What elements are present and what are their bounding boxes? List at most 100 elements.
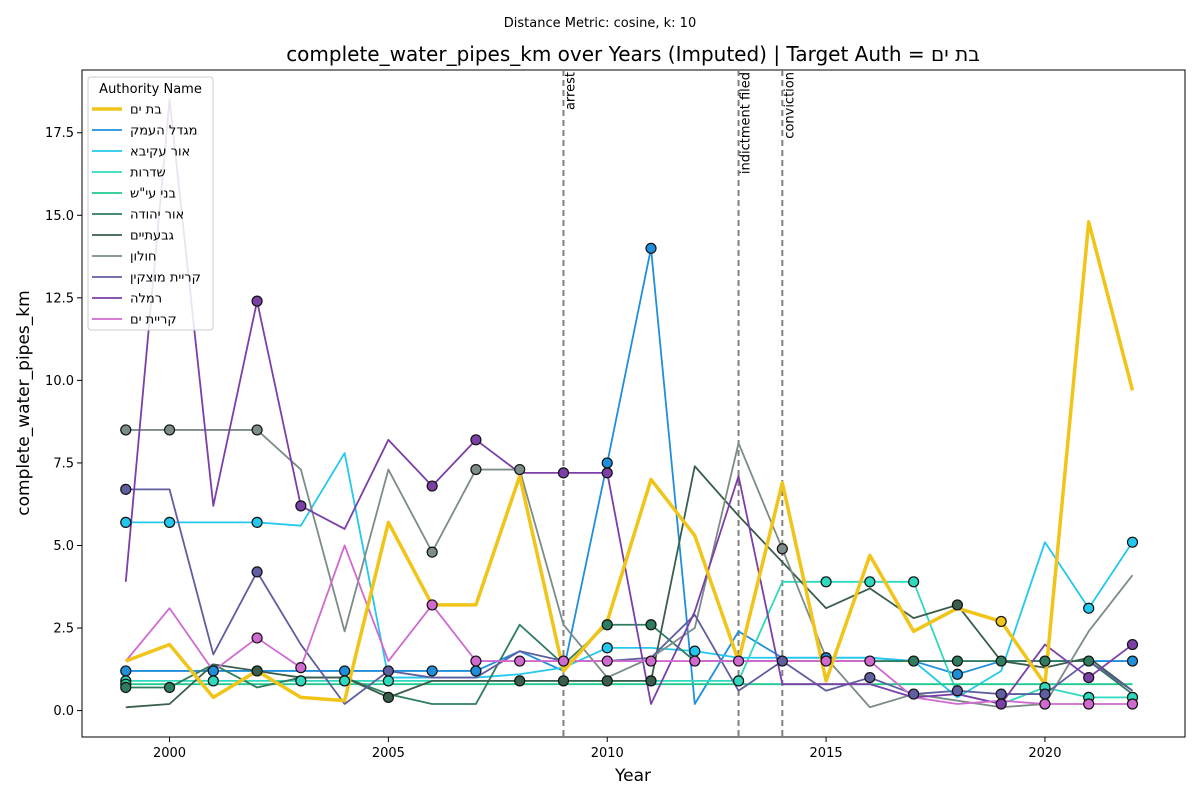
y-tick-label: 7.5	[53, 456, 74, 471]
data-point	[601, 619, 613, 631]
series-line	[125, 452, 1134, 699]
data-point	[557, 655, 570, 667]
y-axis-label: complete_water_pipes_km	[14, 290, 34, 515]
y-tick-label: 10.0	[45, 374, 74, 389]
legend: Authority Name בת ים מגדל העמק אור עקיבא שדר…	[87, 76, 214, 331]
data-point	[864, 671, 876, 684]
x-tick-label: 2015	[810, 746, 843, 761]
series-line	[124, 98, 1134, 705]
series-line	[125, 465, 1134, 709]
y-tick-label: 0.0	[53, 704, 74, 719]
data-point	[207, 675, 219, 687]
y-tick-label: 5.0	[53, 539, 74, 554]
data-point	[1039, 698, 1051, 710]
data-point	[732, 655, 745, 667]
data-point	[382, 675, 394, 687]
chart-title: complete_water_pipes_km over Years (Impu…	[286, 42, 980, 66]
data-point	[163, 516, 176, 528]
data-point	[645, 242, 657, 254]
data-point	[951, 599, 963, 611]
data-point	[820, 576, 832, 588]
data-point	[470, 463, 482, 476]
x-tick-label: 2005	[372, 746, 405, 761]
data-point	[382, 665, 394, 677]
data-point	[951, 655, 963, 667]
x-tick-label: 2000	[153, 746, 186, 761]
data-point	[1039, 688, 1051, 700]
data-point	[470, 434, 482, 446]
x-tick-label: 2020	[1028, 746, 1061, 761]
series-line	[125, 580, 1133, 705]
data-point	[251, 295, 263, 307]
data-point	[251, 516, 263, 528]
data-point	[995, 615, 1007, 628]
data-point	[339, 665, 351, 677]
data-point	[908, 688, 920, 700]
data-point	[601, 655, 613, 667]
data-point	[951, 668, 963, 680]
data-point	[645, 675, 657, 687]
data-point	[251, 632, 263, 644]
data-point	[163, 424, 176, 436]
data-point	[601, 457, 613, 469]
data-point	[1126, 698, 1139, 710]
data-point	[864, 576, 876, 588]
data-point	[1039, 655, 1051, 667]
data-point	[908, 576, 920, 588]
data-point	[120, 665, 132, 677]
legend-entry: חולון	[130, 250, 157, 265]
y-tick-label: 12.5	[45, 291, 74, 306]
legend-entry: קריית מוצקין	[130, 271, 201, 286]
data-point	[426, 599, 438, 611]
data-point	[251, 566, 263, 578]
series-line	[125, 247, 1133, 705]
data-point	[120, 483, 132, 495]
data-point	[470, 665, 482, 677]
legend-entry: שדרות	[130, 166, 166, 181]
data-point	[295, 500, 307, 512]
chart-suptitle: Distance Metric: cosine, k: 10	[504, 16, 696, 31]
data-point	[601, 467, 613, 479]
legend-entry: בת ים	[130, 103, 162, 118]
data-point	[426, 665, 438, 677]
y-tick-label: 17.5	[45, 126, 74, 141]
data-point	[470, 655, 482, 667]
legend-entry: גבעתיים	[130, 229, 174, 244]
data-point	[514, 655, 526, 667]
data-point	[1083, 602, 1095, 614]
data-point	[776, 543, 788, 555]
data-point	[1126, 655, 1139, 667]
legend-entry: מגדל העמק	[130, 124, 198, 139]
data-point	[426, 480, 438, 492]
data-point	[645, 619, 657, 631]
data-point	[908, 655, 920, 667]
data-point	[426, 546, 438, 558]
data-point	[689, 645, 701, 657]
data-point	[382, 691, 394, 703]
data-point	[295, 675, 307, 687]
series-line	[125, 623, 1134, 705]
data-point	[1126, 638, 1139, 651]
data-point	[601, 642, 613, 654]
series-line	[125, 429, 1134, 709]
data-point	[601, 675, 613, 687]
data-point	[1083, 671, 1095, 684]
legend-box	[87, 76, 214, 331]
x-tick-label: 2010	[591, 746, 624, 761]
legend-title: Authority Name	[99, 82, 202, 97]
data-point	[1083, 655, 1095, 667]
data-point	[732, 675, 745, 687]
data-point	[251, 424, 263, 436]
legend-entry: אור עקיבא	[130, 145, 190, 160]
data-point	[207, 665, 219, 677]
data-point	[689, 655, 701, 667]
data-point	[514, 463, 526, 476]
legend-entry: אור יהודה	[130, 208, 184, 223]
data-point	[995, 698, 1007, 710]
data-point	[864, 655, 876, 667]
data-point	[557, 467, 570, 479]
y-tick-label: 15.0	[45, 209, 74, 224]
legend-entry: בני עי"ש	[130, 187, 176, 202]
data-point	[295, 662, 307, 674]
x-axis-label: Year	[614, 766, 651, 786]
